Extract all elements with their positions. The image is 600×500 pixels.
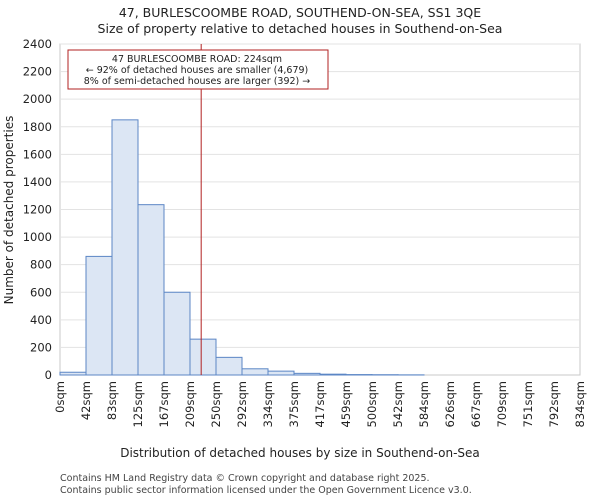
x-tick-label: 250sqm — [209, 381, 223, 427]
y-tick-label: 600 — [30, 285, 52, 299]
x-tick-label: 417sqm — [313, 381, 327, 427]
footer-licence: Contains public sector information licen… — [60, 485, 472, 496]
x-tick-label: 584sqm — [417, 381, 431, 427]
x-tick-label: 375sqm — [287, 381, 301, 427]
x-axis: 0sqm 42sqm 83sqm 125sqm 167sqm 209sqm 250sqm 29… — [53, 381, 587, 427]
chart-subtitle: Size of property relative to detached ho… — [98, 21, 503, 36]
annotation-title: 47 BURLESCOOMBE ROAD: 224sqm — [112, 54, 282, 65]
histogram-bar — [215, 356, 243, 376]
histogram-bar — [163, 291, 191, 376]
x-tick-label: 292sqm — [235, 381, 249, 427]
y-tick-label: 1000 — [23, 230, 52, 244]
histogram-bar — [189, 338, 217, 376]
y-tick-label: 2200 — [23, 65, 52, 79]
y-axis-label: Number of detached properties — [2, 116, 16, 305]
x-tick-label: 125sqm — [131, 381, 145, 427]
x-tick-label: 209sqm — [183, 381, 197, 427]
x-tick-label: 500sqm — [365, 381, 379, 427]
x-tick-label: 167sqm — [157, 381, 171, 427]
y-tick-label: 200 — [30, 340, 52, 354]
chart-title: 47, BURLESCOOMBE ROAD, SOUTHEND-ON-SEA, … — [119, 5, 481, 20]
x-tick-label: 626sqm — [443, 381, 457, 427]
y-axis: 0 200 400 600 800 1000 1200 1400 1600 1800 2000 220… — [23, 37, 52, 382]
x-tick-label: 667sqm — [469, 381, 483, 427]
x-tick-label: 709sqm — [495, 381, 509, 427]
annotation-larger: 8% of semi-detached houses are larger (3… — [84, 76, 311, 87]
y-tick-label: 1800 — [23, 120, 52, 134]
bars — [59, 119, 425, 376]
y-tick-label: 800 — [30, 258, 52, 272]
x-tick-label: 83sqm — [105, 381, 119, 420]
x-tick-label: 459sqm — [339, 381, 353, 427]
histogram-bar — [59, 371, 87, 376]
x-tick-label: 542sqm — [391, 381, 405, 427]
y-tick-label: 1200 — [23, 203, 52, 217]
x-tick-label: 751sqm — [521, 381, 535, 427]
x-tick-label: 0sqm — [53, 381, 67, 413]
histogram-bar — [137, 204, 165, 376]
footer-copyright: Contains HM Land Registry data © Crown c… — [60, 473, 430, 484]
histogram-bar — [241, 368, 269, 376]
y-tick-label: 400 — [30, 313, 52, 327]
annotation-smaller: ← 92% of detached houses are smaller (4,… — [86, 65, 309, 76]
histogram-bar — [85, 255, 113, 376]
histogram-bar — [293, 372, 321, 376]
x-tick-label: 334sqm — [261, 381, 275, 427]
histogram-bar — [267, 370, 295, 376]
annotation-box — [67, 49, 329, 90]
y-tick-label: 1400 — [23, 175, 52, 189]
x-tick-label: 834sqm — [573, 381, 587, 427]
y-tick-label: 2400 — [23, 37, 52, 51]
y-tick-label: 0 — [45, 368, 52, 382]
x-tick-label: 42sqm — [79, 381, 93, 420]
histogram-bar — [111, 119, 139, 376]
x-tick-label: 792sqm — [547, 381, 561, 427]
histogram-bar — [319, 373, 347, 376]
y-tick-label: 1600 — [23, 147, 52, 161]
y-tick-label: 2000 — [23, 92, 52, 106]
x-axis-label: Distribution of detached houses by size … — [120, 446, 480, 460]
